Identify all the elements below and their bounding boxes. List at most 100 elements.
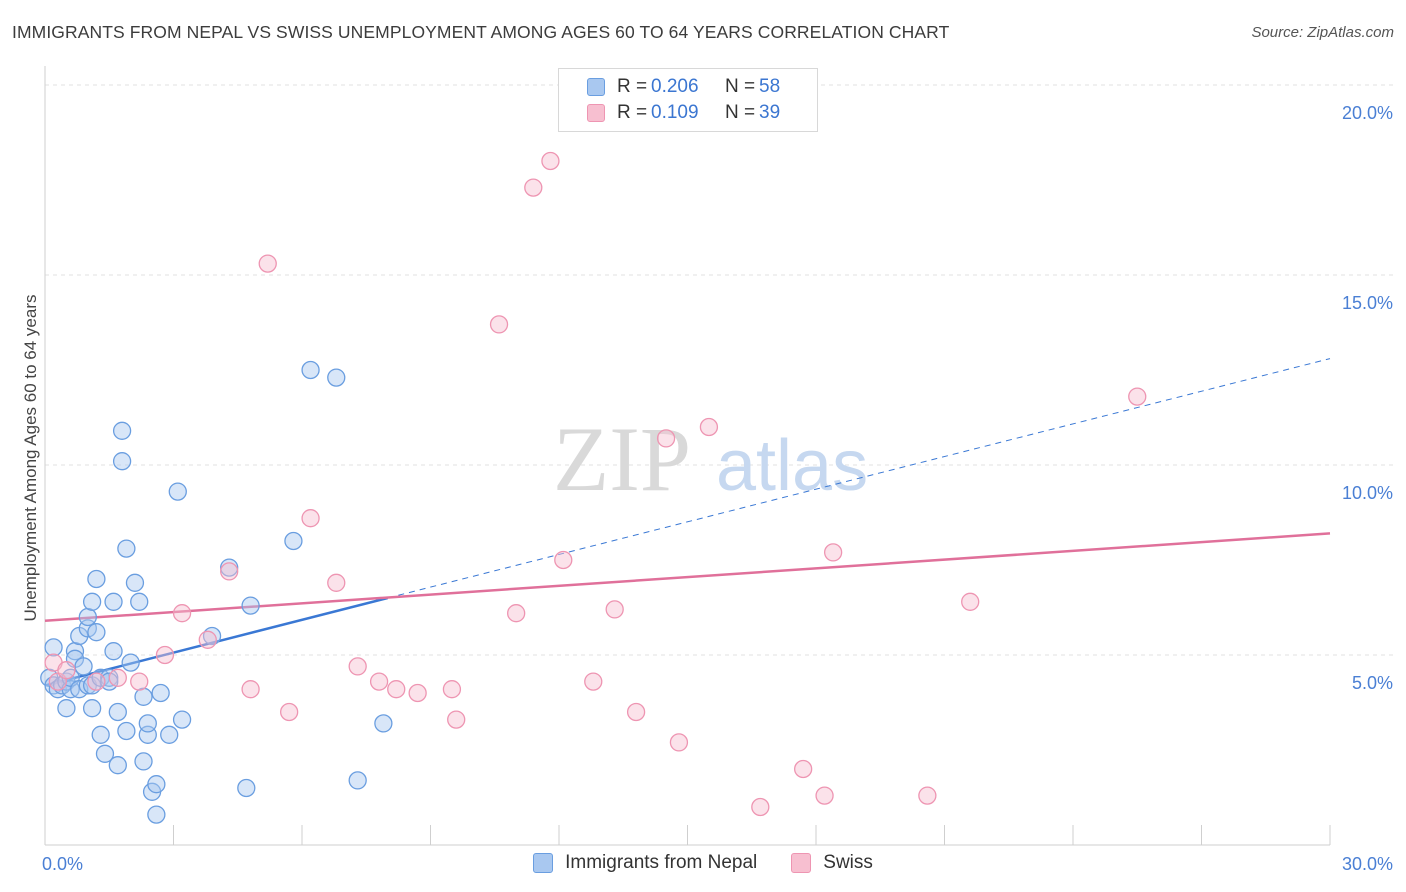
swiss-point-23	[524, 178, 543, 197]
swiss-point-19	[442, 680, 462, 699]
legend-n-label: N =	[725, 102, 756, 123]
swiss-point-13	[301, 509, 320, 528]
swiss-point-26	[584, 672, 603, 691]
nepal-point-17	[82, 592, 102, 611]
swiss-point-17	[387, 680, 406, 699]
swiss-point-29	[656, 429, 676, 448]
swiss-point-3	[87, 672, 106, 691]
swiss-point-2	[57, 661, 76, 680]
legend-row-nepal: R = 0.206 N = 58	[587, 75, 780, 99]
nepal-point-53	[284, 531, 303, 551]
nepal-point-21	[87, 623, 106, 642]
nepal-point-5	[57, 699, 76, 718]
swiss-point-37	[961, 592, 980, 611]
swiss-point-9	[220, 562, 239, 581]
legend-swatch-blue	[587, 78, 605, 96]
swiss-point-4	[108, 668, 127, 687]
nepal-point-36	[125, 573, 145, 592]
legend-label-swiss: Swiss	[823, 852, 873, 873]
series-legend: Immigrants from Nepal Swiss	[0, 852, 1406, 874]
swiss-point-36	[918, 786, 937, 805]
y-tick-label-2: 15.0%	[1342, 293, 1393, 313]
legend-n-label: N =	[725, 76, 756, 97]
nepal-point-35	[121, 653, 140, 672]
legend-label-nepal: Immigrants from Nepal	[565, 852, 758, 873]
swiss-point-8	[198, 630, 217, 649]
legend-n-value: 58	[759, 76, 781, 97]
swiss-trend-line	[44, 532, 1331, 623]
swiss-point-18	[408, 683, 427, 703]
swiss-point-10	[241, 680, 260, 699]
swiss-point-15	[348, 657, 367, 676]
nepal-point-44	[147, 775, 166, 794]
nepal-point-24	[95, 744, 115, 763]
nepal-point-13	[74, 657, 93, 676]
x-tick-label-0: 0.0%	[42, 854, 83, 874]
swiss-point-25	[554, 550, 573, 570]
legend-item-swiss[interactable]: Swiss	[791, 852, 873, 874]
watermark-zip: ZIP	[553, 408, 691, 510]
swiss-point-22	[507, 604, 526, 623]
swiss-point-20	[447, 710, 466, 729]
nepal-point-32	[112, 452, 132, 471]
swiss-point-12	[279, 702, 299, 722]
swiss-point-28	[626, 702, 646, 722]
y-tick-label-1: 10.0%	[1342, 483, 1393, 503]
swiss-point-38	[1128, 387, 1147, 406]
swiss-point-11	[258, 254, 277, 273]
legend-r-label: R =	[617, 76, 648, 97]
nepal-point-34	[117, 721, 136, 741]
y-tick-label-0: 5.0%	[1352, 673, 1393, 693]
swiss-point-7	[172, 604, 192, 623]
nepal-point-38	[134, 687, 153, 706]
chart-title: IMMIGRANTS FROM NEPAL VS SWISS UNEMPLOYM…	[12, 22, 950, 42]
legend-item-nepal[interactable]: Immigrants from Nepal	[533, 852, 757, 874]
nepal-point-47	[168, 482, 187, 501]
axes	[44, 66, 1331, 846]
grid-lines	[45, 84, 1395, 656]
data-points	[40, 151, 1147, 824]
swiss-point-31	[699, 417, 719, 437]
swiss-point-34	[815, 786, 834, 805]
tick-labels: 5.0% 10.0% 15.0% 20.0% 0.0% 30.0%	[42, 103, 1393, 874]
nepal-point-51	[237, 778, 256, 798]
nepal-point-56	[348, 771, 367, 790]
nepal-point-39	[134, 752, 153, 771]
nepal-point-52	[241, 596, 260, 615]
nepal-point-57	[374, 714, 393, 733]
swiss-point-32	[751, 797, 770, 817]
nepal-point-48	[172, 710, 192, 729]
legend-r-value: 0.109	[651, 102, 699, 123]
swiss-point-14	[327, 573, 346, 592]
nepal-point-27	[104, 642, 123, 661]
swiss-point-35	[823, 543, 843, 562]
nepal-point-45	[151, 683, 170, 703]
nepal-point-19	[82, 699, 102, 718]
nepal-point-30	[108, 756, 127, 775]
nepal-point-20	[87, 569, 106, 589]
nepal-point-31	[112, 421, 132, 440]
legend-n-value: 39	[759, 102, 781, 123]
nepal-trend-extension	[387, 358, 1331, 599]
correlation-legend: R = 0.206 N = 58 R = 0.109 N = 39	[558, 68, 818, 132]
swiss-point-6	[155, 645, 175, 665]
nepal-point-29	[108, 702, 127, 722]
source-credit: Source: ZipAtlas.com	[1251, 24, 1394, 41]
x-tick-label-1: 30.0%	[1342, 854, 1393, 874]
swiss-point-30	[669, 733, 689, 752]
nepal-point-23	[91, 725, 110, 744]
watermark-atlas: atlas	[716, 426, 868, 506]
y-axis-label: Unemployment Among Ages 60 to 64 years	[21, 295, 40, 622]
y-tick-label-3: 20.0%	[1342, 103, 1393, 123]
nepal-point-55	[327, 368, 346, 387]
legend-swatch-swiss	[791, 853, 812, 873]
nepal-point-1	[44, 638, 63, 657]
swiss-point-16	[369, 672, 389, 691]
nepal-point-28	[104, 592, 123, 611]
nepal-point-15	[78, 607, 97, 627]
nepal-point-46	[160, 725, 179, 744]
swiss-point-24	[541, 151, 560, 171]
legend-row-swiss: R = 0.109 N = 39	[587, 101, 780, 125]
nepal-point-33	[117, 539, 136, 558]
